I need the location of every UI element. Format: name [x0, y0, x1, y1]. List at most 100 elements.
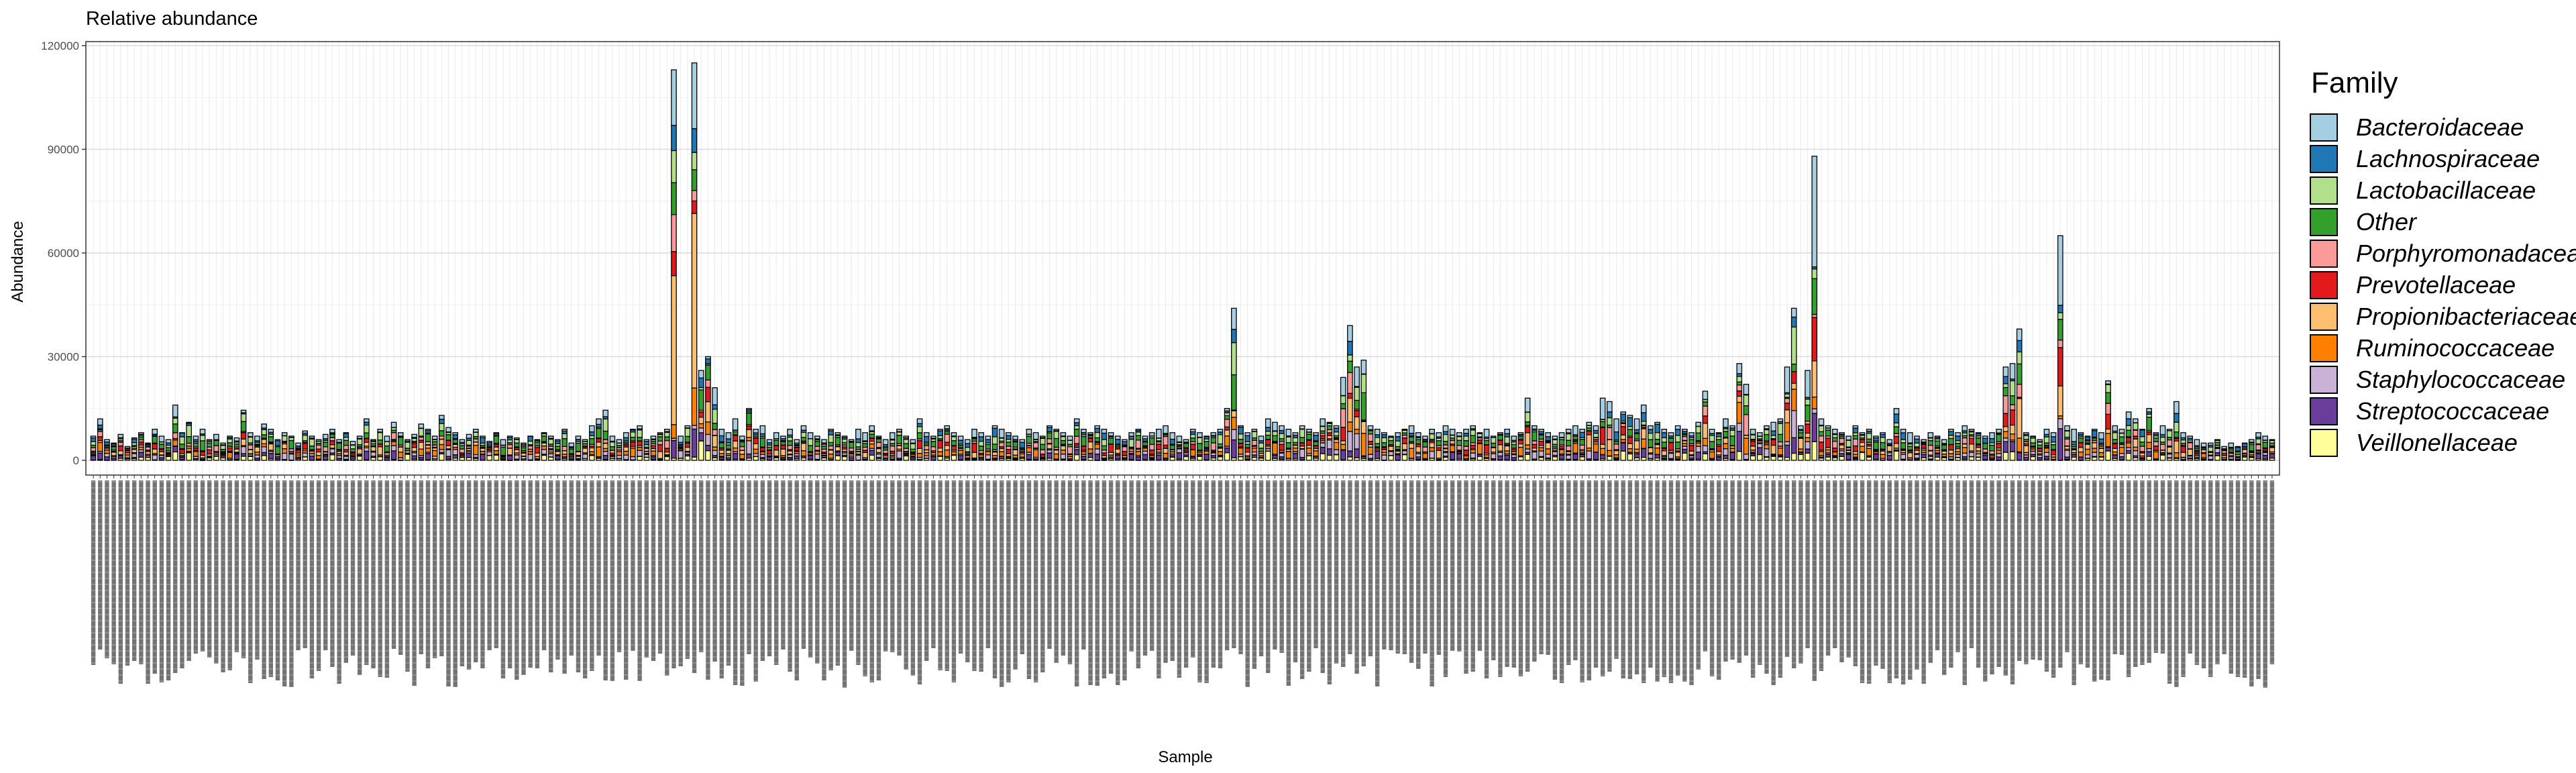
bar-segment-streptococcaceae	[1354, 448, 1360, 458]
bar-segment-bacteroidaceae	[1360, 360, 1367, 374]
bar-segment-bacteroidaceae	[650, 435, 657, 440]
bar-segment-lactobacillaceae	[514, 439, 520, 444]
sample-bar	[1148, 432, 1155, 461]
bar-segment-ruminococcaceae	[2016, 437, 2023, 453]
bar-segment-bacteroidaceae	[1996, 429, 2002, 433]
bar-segment-bacteroidaceae	[1183, 439, 1189, 443]
bar-segment-bacteroidaceae	[1648, 425, 1654, 430]
sample-bar	[1715, 432, 1722, 461]
sample-bar	[370, 439, 376, 461]
bar-segment-propionibacteriaceae	[1702, 423, 1709, 439]
bar-segment-ruminococcaceae	[1060, 449, 1067, 455]
x-tick-label-band	[193, 480, 199, 654]
sample-bar	[2139, 429, 2145, 461]
bar-segment-lachnospiraceae	[725, 438, 732, 444]
sample-bar	[1053, 429, 1059, 461]
bar-segment-propionibacteriaceae	[1347, 397, 1353, 423]
bar-segment-other	[1538, 434, 1544, 440]
bar-segment-bacteroidaceae	[506, 435, 513, 438]
bar-segment-ruminococcaceae	[746, 437, 752, 442]
bar-segment-lachnospiraceae	[1244, 435, 1251, 442]
bar-segment-propionibacteriaceae	[1790, 382, 1797, 390]
bar-segment-bacteroidaceae	[1818, 418, 1825, 426]
bar-segment-bacteroidaceae	[841, 435, 848, 438]
bar-segment-porphyromonadaceae	[1442, 444, 1449, 449]
bar-segment-ruminococcaceae	[1313, 450, 1319, 457]
bar-segment-lactobacillaceae	[1790, 326, 1797, 365]
sample-bar	[233, 437, 240, 461]
bar-segment-bacteroidaceae	[2180, 432, 2186, 439]
bar-segment-prevotellaceae	[684, 442, 691, 448]
bar-segment-lachnospiraceae	[2091, 430, 2098, 438]
bar-segment-bacteroidaceae	[630, 429, 636, 431]
bar-segment-staphylococcaceae	[1586, 450, 1593, 460]
bar-segment-lactobacillaceae	[261, 429, 267, 435]
bar-segment-bacteroidaceae	[254, 435, 260, 442]
bar-segment-bacteroidaceae	[602, 409, 608, 417]
bar-segment-bacteroidaceae	[1934, 435, 1941, 438]
bar-segment-prevotellaceae	[1968, 437, 1975, 445]
bar-segment-bacteroidaceae	[2112, 425, 2118, 432]
bar-segment-other	[1231, 374, 1237, 411]
bar-segment-prevotellaceae	[596, 437, 602, 443]
bar-segment-bacteroidaceae	[1873, 435, 1879, 439]
bar-segment-lactobacillaceae	[664, 431, 670, 437]
bar-segment-streptococcaceae	[1723, 454, 1729, 460]
bar-segment-propionibacteriaceae	[916, 448, 923, 454]
bar-segment-prevotellaceae	[937, 440, 943, 449]
bar-segment-bacteroidaceae	[274, 439, 281, 442]
bar-segment-bacteroidaceae	[1299, 425, 1305, 429]
bar-segment-other	[1006, 442, 1012, 447]
bar-segment-other	[1948, 437, 1954, 446]
bar-segment-bacteroidaceae	[910, 439, 916, 444]
bar-segment-bacteroidaceae	[1128, 432, 1134, 437]
bar-segment-ruminococcaceae	[425, 448, 431, 453]
sample-bar	[213, 433, 219, 461]
bar-segment-ruminococcaceae	[937, 451, 943, 456]
bar-segment-propionibacteriaceae	[2112, 448, 2118, 453]
sample-bar	[1142, 435, 1148, 461]
bar-segment-lachnospiraceae	[1094, 427, 1101, 433]
bar-segment-bacteroidaceae	[281, 432, 288, 436]
bar-segment-other	[1456, 440, 1462, 446]
bar-segment-streptococcaceae	[930, 456, 936, 461]
bar-segment-bacteroidaceae	[1306, 429, 1312, 433]
bar-segment-veillonellaceae	[377, 456, 384, 461]
bar-segment-propionibacteriaceae	[1640, 428, 1647, 440]
bar-segment-prevotellaceae	[1599, 427, 1606, 445]
sample-bar	[1456, 432, 1462, 461]
bar-segment-other	[1599, 421, 1606, 428]
sample-bar	[1572, 425, 1578, 461]
bar-segment-prevotellaceae	[1831, 447, 1838, 452]
bar-segment-prevotellaceae	[759, 447, 766, 452]
bar-segment-bacteroidaceae	[1962, 425, 1968, 431]
bar-segment-streptococcaceae	[555, 455, 561, 460]
bar-segment-lachnospiraceae	[691, 127, 698, 153]
bar-segment-prevotellaceae	[206, 449, 213, 455]
sample-bar	[957, 435, 964, 461]
bar-segment-staphylococcaceae	[1524, 448, 1531, 453]
bar-segment-bacteroidaceae	[2037, 439, 2043, 442]
bar-segment-veillonellaceae	[1326, 454, 1333, 461]
bar-segment-other	[1825, 429, 1831, 437]
bar-segment-staphylococcaceae	[616, 454, 623, 459]
bar-segment-staphylococcaceae	[370, 452, 376, 457]
bar-segment-lactobacillaceae	[1764, 429, 1770, 435]
bar-segment-veillonellaceae	[937, 456, 943, 461]
bar-segment-veillonellaceae	[2125, 452, 2132, 461]
bar-segment-other	[1217, 443, 1224, 448]
bar-segment-propionibacteriaceae	[329, 444, 335, 449]
bar-segment-propionibacteriaceae	[1654, 444, 1660, 449]
bar-segment-propionibacteriaceae	[1811, 360, 1818, 398]
bar-segment-lactobacillaceae	[1893, 422, 1900, 427]
bar-segment-other	[1688, 439, 1695, 444]
bar-segment-propionibacteriaceae	[787, 450, 793, 455]
sample-bar	[500, 439, 506, 461]
bar-segment-bacteroidaceae	[712, 387, 718, 405]
bar-segment-porphyromonadaceae	[657, 440, 663, 446]
sample-bar	[527, 435, 534, 461]
bar-segment-bacteroidaceae	[2174, 401, 2180, 414]
sample-bar	[1532, 425, 1538, 461]
bar-segment-propionibacteriaceae	[623, 446, 629, 452]
sample-bar	[794, 439, 800, 461]
